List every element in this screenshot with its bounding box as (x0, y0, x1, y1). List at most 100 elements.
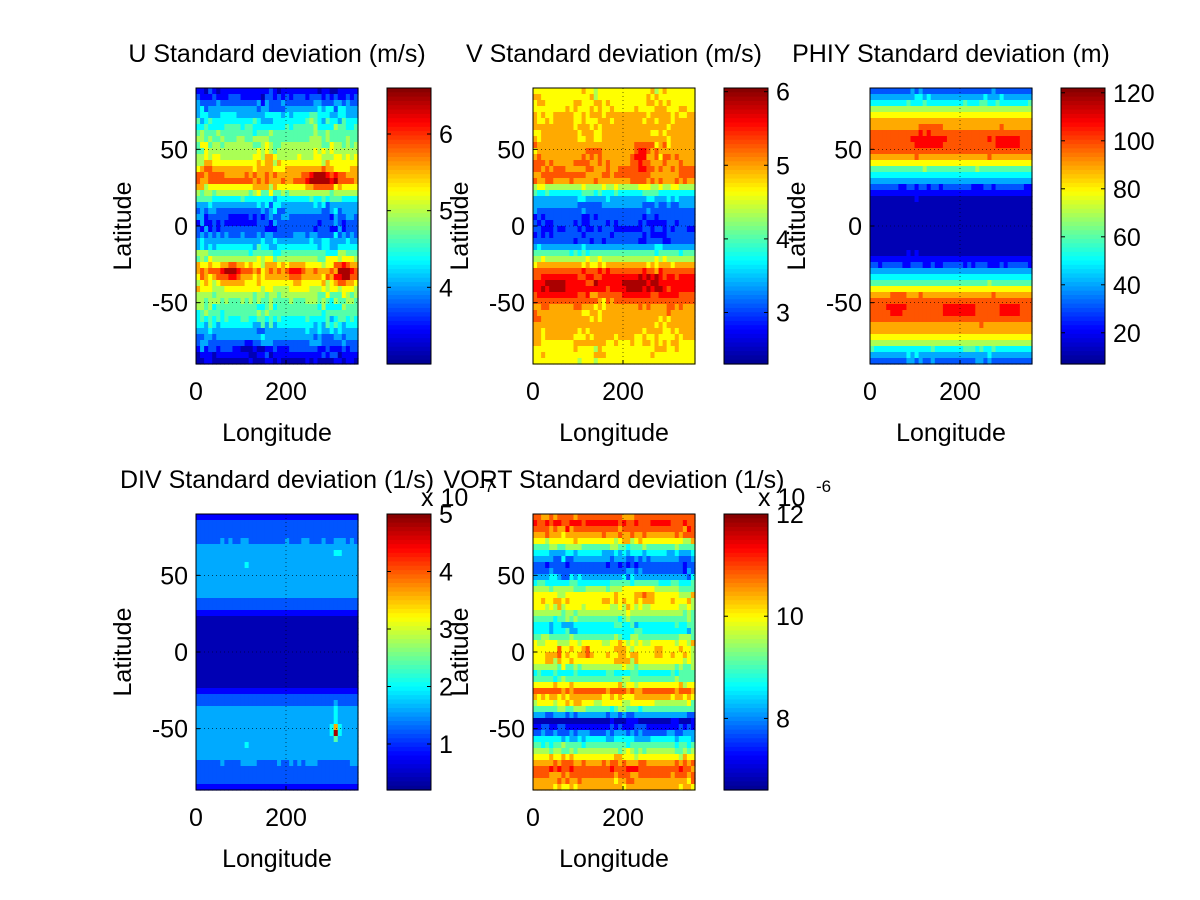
heatmap-cell (642, 262, 647, 269)
heatmap-cell (686, 172, 692, 179)
heatmap-cell (902, 160, 908, 167)
heatmap-cell (228, 340, 234, 347)
heatmap-cell (557, 214, 562, 221)
heatmap-cell (609, 346, 615, 353)
heatmap-cell (886, 196, 891, 203)
heatmap-cell (609, 286, 615, 293)
heatmap-cell (557, 148, 562, 155)
heatmap-cell (1023, 154, 1029, 161)
heatmap-cell (650, 328, 656, 335)
heatmap-cell (321, 154, 327, 161)
heatmap-cell (987, 208, 993, 215)
heatmap-cell (670, 196, 676, 203)
heatmap-cell (979, 124, 984, 131)
colorbar-tick-label: 3 (776, 299, 790, 327)
heatmap-cell (890, 94, 895, 101)
heatmap-cell (894, 184, 899, 191)
heatmap-cell (317, 172, 323, 179)
heatmap-cell (545, 202, 550, 209)
heatmap-cell (646, 250, 652, 257)
heatmap-cell (224, 136, 229, 143)
heatmap-cell (630, 310, 635, 317)
heatmap-cell (890, 130, 895, 137)
heatmap-cell (1027, 94, 1033, 101)
heatmap-cell (634, 310, 639, 317)
heatmap-cell (975, 244, 980, 251)
heatmap-cell (634, 286, 639, 293)
heatmap-cell (678, 328, 684, 335)
heatmap-cell (573, 136, 579, 143)
heatmap-cell (971, 238, 976, 245)
heatmap-cell (971, 178, 976, 185)
heatmap-cell (634, 316, 639, 323)
heatmap-cell (902, 232, 908, 239)
heatmap-cell (224, 178, 229, 185)
heatmap-cell (630, 346, 635, 353)
heatmap-cell (1007, 238, 1013, 245)
heatmap-cell (979, 118, 984, 125)
heatmap-cell (277, 322, 282, 329)
heatmap-cell (995, 136, 1001, 143)
heatmap-cell (293, 112, 298, 119)
heatmap-cell (305, 286, 310, 293)
heatmap-cell (601, 196, 607, 203)
heatmap-cell (999, 232, 1005, 239)
heatmap-cell (272, 214, 278, 221)
heatmap-cell (252, 310, 258, 317)
heatmap-cell (329, 94, 335, 101)
heatmap-cell (301, 160, 306, 167)
heatmap-cell (553, 346, 558, 353)
heatmap-cell (593, 100, 599, 107)
heatmap-cell (690, 316, 696, 323)
heatmap-cell (678, 298, 684, 305)
heatmap-cell (277, 148, 282, 155)
heatmap-cell (690, 190, 696, 197)
heatmap-cell (232, 142, 238, 149)
heatmap-cell (975, 196, 980, 203)
heatmap-cell (622, 238, 627, 245)
heatmap-cell (353, 328, 359, 335)
heatmap-cell (321, 196, 327, 203)
heatmap-cell (277, 250, 282, 257)
heatmap-cell (987, 190, 993, 197)
heatmap-cell (321, 88, 327, 95)
heatmap-cell (537, 202, 542, 209)
heatmap-cell (609, 196, 615, 203)
heatmap-cell (666, 292, 672, 299)
heatmap-cell (666, 286, 672, 293)
heatmap-cell (626, 316, 631, 323)
heatmap-cell (878, 196, 883, 203)
heatmap-cell (955, 238, 960, 245)
heatmap-cell (686, 118, 692, 125)
heatmap-cell (678, 244, 684, 251)
heatmap-cell (585, 244, 591, 251)
heatmap-cell (1003, 130, 1009, 137)
heatmap-cell (337, 166, 343, 173)
heatmap-cell (345, 184, 351, 191)
heatmap-cell (910, 112, 916, 119)
heatmap-cell (934, 148, 940, 155)
heatmap-cell (987, 232, 993, 239)
heatmap-cell (297, 310, 302, 317)
heatmap-cell (674, 190, 680, 197)
heatmap-cell (325, 88, 331, 95)
heatmap-cell (305, 244, 310, 251)
heatmap-cell (609, 166, 615, 173)
heatmap-cell (297, 340, 302, 347)
heatmap-cell (979, 100, 984, 107)
heatmap-cell (573, 316, 579, 323)
heatmap-cell (585, 274, 591, 281)
heatmap-cell (541, 130, 546, 137)
heatmap-cell (1015, 190, 1021, 197)
colorbar-segment (724, 290, 768, 296)
heatmap-cell (244, 238, 250, 245)
heatmap-cell (1015, 94, 1021, 101)
heatmap-cell (878, 136, 883, 143)
heatmap-cell (601, 316, 607, 323)
heatmap-cell (208, 286, 213, 293)
heatmap-cell (634, 190, 639, 197)
heatmap-cell (955, 88, 960, 95)
heatmap-cell (581, 256, 587, 263)
heatmap-cell (1007, 232, 1013, 239)
heatmap-cell (297, 304, 302, 311)
